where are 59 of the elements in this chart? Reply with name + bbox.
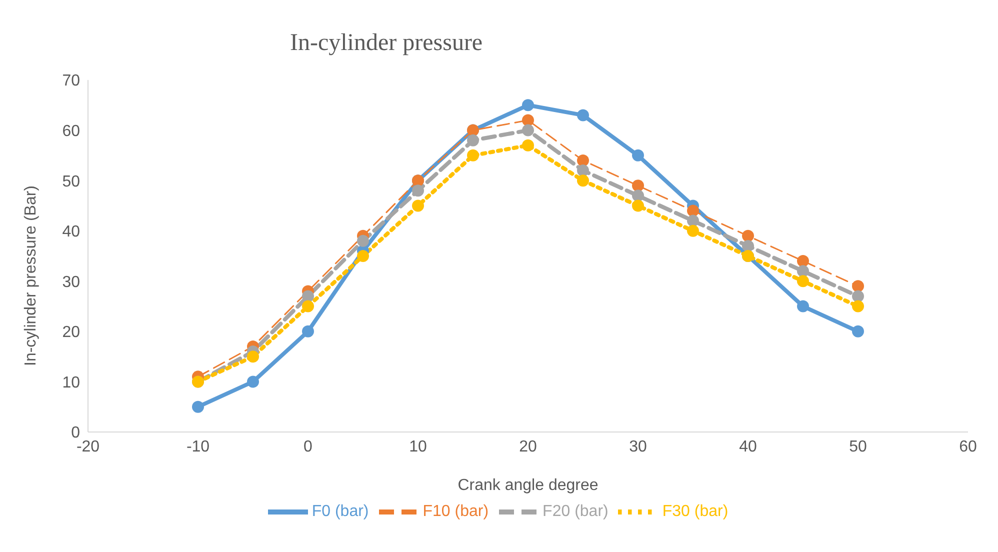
point [632,190,644,202]
point [687,214,699,227]
x-tick-label: 20 [519,438,537,456]
x-tick-label: 0 [304,438,313,456]
legend-label: F30 (bar) [662,503,728,520]
y-axis-title: In-cylinder pressure (Bar) [22,186,40,366]
x-tick-label: 10 [409,438,427,456]
point [852,325,864,338]
y-tick-label: 40 [62,224,80,241]
point [522,99,534,112]
point [302,300,314,312]
point [632,180,644,192]
point [632,200,644,212]
point [357,234,369,247]
point [577,164,589,177]
point [522,114,534,126]
y-tick-label: 50 [62,173,80,190]
y-tick-label: 10 [62,374,80,392]
x-tick-label: 60 [959,438,977,456]
point [577,109,589,122]
point [687,224,699,237]
point [742,230,754,242]
point [852,280,864,292]
y-tick-label: 70 [62,72,80,90]
point [467,134,479,146]
point [192,400,204,413]
point [577,174,589,187]
point [522,124,534,136]
x-tick-label: -10 [186,438,210,456]
point [247,376,259,388]
y-tick-label: 20 [62,324,80,342]
point [412,184,424,197]
x-axis-title: Crank angle degree [458,477,598,494]
x-tick-label: 40 [739,438,757,456]
y-tick-label: 30 [62,274,80,291]
legend-label: F0 (bar) [312,503,369,520]
point [797,265,809,278]
point [687,204,699,217]
point [357,250,369,262]
chart-title: In-cylinder pressure [290,30,483,57]
point [522,139,534,152]
point [742,240,754,252]
point [852,290,864,302]
point [797,275,809,288]
point [632,149,644,162]
legend-label: F10 (bar) [422,503,489,520]
point [467,149,479,162]
x-tick-label: 50 [849,438,867,456]
point [577,154,589,166]
point [412,200,424,212]
point [247,350,259,363]
point [797,255,809,268]
point [302,290,314,302]
x-tick-label: 30 [629,438,647,456]
point [852,300,864,312]
point [797,300,809,312]
legend-label: F20 (bar) [542,503,608,520]
y-tick-label: 60 [62,122,80,140]
point [302,325,314,338]
